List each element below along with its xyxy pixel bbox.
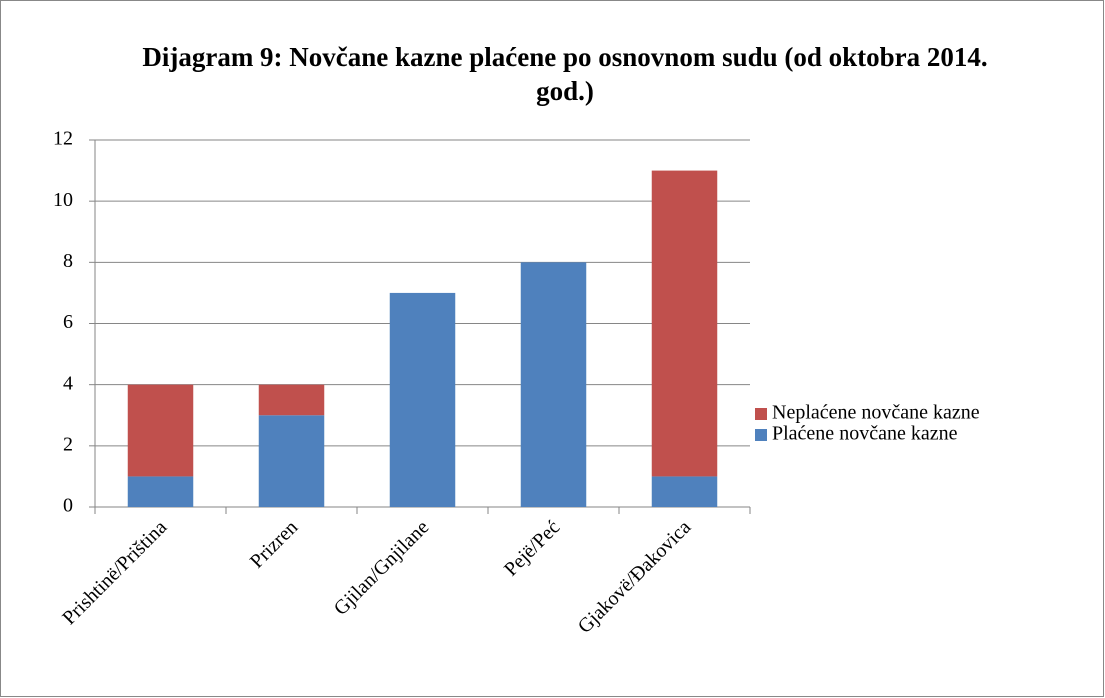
legend-label: Neplaćene novčane kazne [772,402,980,424]
y-tick-label: 6 [63,311,73,333]
y-tick-label: 2 [63,433,73,455]
bar-segment [389,292,456,507]
y-tick-label: 12 [53,128,73,150]
bar-segment [651,476,718,507]
bar-segment [258,415,325,507]
bar-segment [520,262,587,507]
y-tick-label: 0 [63,495,73,517]
bar-segment [127,476,194,507]
legend-swatch [755,429,767,441]
y-tick-label: 10 [53,189,73,211]
bar-segment [127,384,194,477]
bar-segment [651,170,718,477]
y-tick-label: 4 [63,372,73,394]
y-tick-label: 8 [63,250,73,272]
legend-label: Plaćene novčane kazne [772,423,958,445]
legend-swatch [755,408,767,420]
chart-title: Dijagram 9: Novčane kazne plaćene po osn… [142,42,988,106]
bar-segment [258,384,325,416]
